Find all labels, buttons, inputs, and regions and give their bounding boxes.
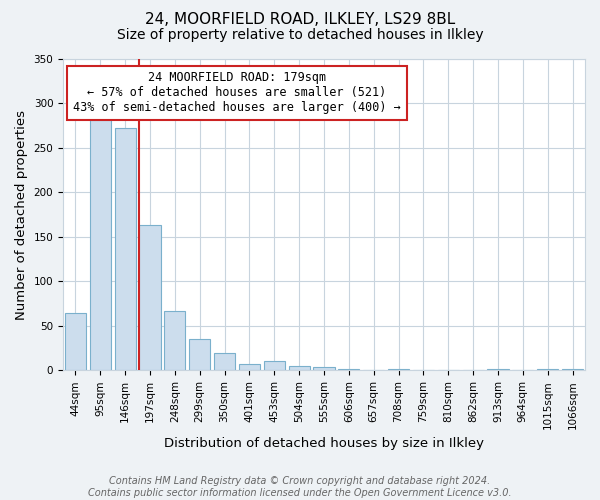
Text: 24, MOORFIELD ROAD, ILKLEY, LS29 8BL: 24, MOORFIELD ROAD, ILKLEY, LS29 8BL (145, 12, 455, 28)
Bar (264, 362, 285, 370)
Bar (388, 368, 409, 370)
Bar (562, 368, 583, 370)
Text: 24 MOORFIELD ROAD: 179sqm
← 57% of detached houses are smaller (521)
43% of semi: 24 MOORFIELD ROAD: 179sqm ← 57% of detac… (73, 72, 401, 114)
Y-axis label: Number of detached properties: Number of detached properties (15, 110, 28, 320)
Bar (65, 312, 86, 370)
Bar (164, 310, 185, 370)
Bar (189, 339, 210, 370)
Bar (115, 128, 136, 370)
Bar (239, 364, 260, 370)
Bar (289, 366, 310, 370)
Text: Size of property relative to detached houses in Ilkley: Size of property relative to detached ho… (116, 28, 484, 42)
Text: Contains HM Land Registry data © Crown copyright and database right 2024.
Contai: Contains HM Land Registry data © Crown c… (88, 476, 512, 498)
Bar (139, 226, 161, 370)
Bar (214, 352, 235, 370)
Bar (537, 368, 558, 370)
Bar (90, 120, 111, 370)
Bar (313, 367, 335, 370)
X-axis label: Distribution of detached houses by size in Ilkley: Distribution of detached houses by size … (164, 437, 484, 450)
